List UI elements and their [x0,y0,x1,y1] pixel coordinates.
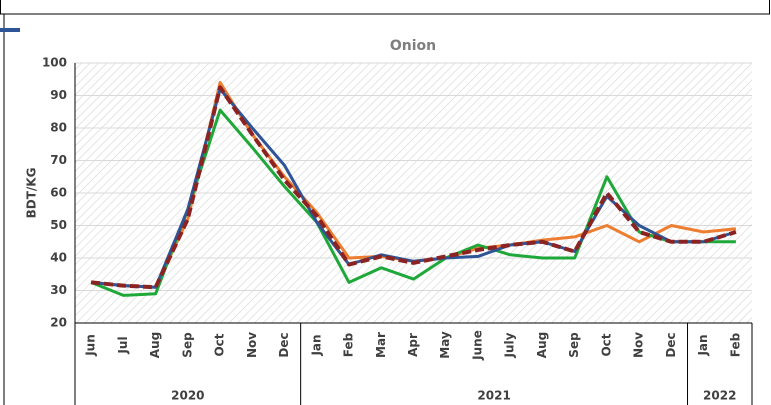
group-label: 2021 [477,389,510,403]
x-tick-label: Dec [664,332,678,357]
x-tick-label: Feb [728,332,742,357]
x-tick-label: Feb [342,332,356,357]
y-tick-label: 30 [50,283,67,297]
x-tick-label: Aug [148,332,162,358]
y-tick-label: 100 [42,56,67,70]
x-tick-label: Nov [245,332,259,358]
x-tick-label: Jan [696,334,710,356]
x-tick-label: Dec [277,332,291,357]
y-axis-label: BDT/KG [25,168,39,219]
x-tick-label: Sep [180,332,194,358]
x-tick-label: Jul [116,336,130,354]
x-tick-label: Sep [567,332,581,358]
series-line [90,85,737,290]
top-frame [0,0,770,15]
x-tick-label: Mar [374,332,388,358]
x-tick-label: Apr [406,333,420,357]
group-label: 2022 [703,389,736,403]
x-tick-label: Nov [632,332,646,358]
y-tick-label: 20 [50,316,67,330]
chart-title: Onion [390,38,436,54]
x-tick-label: Oct [599,333,613,356]
x-tick-label: Aug [535,332,549,358]
y-tick-label: 60 [50,186,67,200]
chart-body: 20 30 40 50 60 70 80 90 100 Jun Jul Aug Sep Oct Nov Dec… [42,56,753,405]
y-tick-label: 50 [50,218,67,232]
group-label: 2020 [171,389,204,403]
accent [0,28,20,32]
y-tick-label: 90 [50,88,67,102]
x-tick-label: July [503,332,517,358]
y-tick-label: 40 [50,251,67,265]
x-tick-label: Oct [213,333,227,356]
y-tick-label: 80 [50,121,67,135]
x-tick-label: Jun [84,334,98,357]
x-tick-label: May [438,331,452,359]
x-tick-label: June [470,330,484,361]
x-tick-label: Jan [309,334,323,356]
y-tick-label: 70 [50,153,67,167]
